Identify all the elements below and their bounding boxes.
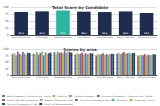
- svg-text:75: 75: [5, 12, 9, 16]
- svg-text:Functional Knowledge of Field: Functional Knowledge of Field: [80, 99, 110, 102]
- svg-text:0: 0: [7, 73, 9, 77]
- svg-text:83.4: 83.4: [81, 32, 87, 35]
- svg-text:75: 75: [5, 54, 9, 58]
- svg-text:Pablo Montague: Pablo Montague: [97, 76, 114, 79]
- svg-text:Greenwood Cosie: Greenwood Cosie: [54, 76, 72, 79]
- svg-text:Pablo Montague: Pablo Montague: [97, 36, 114, 39]
- svg-text:50: 50: [5, 60, 9, 64]
- svg-text:Relevant Experience in Role: Relevant Experience in Role: [45, 99, 74, 102]
- svg-text:Irwin Madson: Irwin Madson: [77, 36, 91, 39]
- svg-text:Robyn J. Bernado: Robyn J. Bernado: [117, 36, 135, 39]
- svg-text:100: 100: [3, 47, 9, 51]
- svg-text:25: 25: [5, 26, 9, 30]
- svg-text:CJ Millington: CJ Millington: [36, 76, 49, 79]
- svg-text:Bernardo Brandao: Bernardo Brandao: [12, 36, 31, 39]
- svg-text:Whitmore Swamp: Whitmore Swamp: [138, 36, 156, 39]
- svg-text:0: 0: [7, 33, 9, 37]
- svg-text:Total Score by Candidate: Total Score by Candidate: [52, 5, 108, 10]
- svg-text:Irwin Madson: Irwin Madson: [77, 76, 91, 79]
- svg-text:Scores by area: Scores by area: [63, 47, 97, 52]
- svg-text:Situational Judgment: Situational Judgment: [74, 95, 95, 98]
- svg-text:84.2: 84.2: [123, 32, 129, 35]
- svg-text:25: 25: [5, 67, 9, 71]
- svg-text:87.1: 87.1: [60, 32, 66, 35]
- svg-text:78.5: 78.5: [144, 32, 150, 35]
- svg-text:Situational Competency / Commu: Situational Competency / Communication -…: [102, 95, 154, 98]
- svg-text:Value of Total Work Experience: Value of Total Work Experience: [7, 99, 39, 102]
- svg-text:Bernardo Brandao: Bernardo Brandao: [12, 76, 31, 79]
- svg-text:81.9: 81.9: [102, 32, 108, 35]
- svg-text:CJ Millington: CJ Millington: [36, 36, 49, 39]
- svg-text:Technical Competency of Field: Technical Competency of Field: [7, 103, 38, 106]
- svg-text:Whitmore Swamp: Whitmore Swamp: [138, 76, 156, 79]
- svg-text:Panel Final Recommendation: Panel Final Recommendation: [44, 103, 74, 106]
- svg-text:100: 100: [3, 5, 9, 9]
- svg-text:Personality: Personality: [117, 99, 129, 102]
- svg-text:Assessment of Skills: Assessment of Skills: [135, 99, 155, 102]
- svg-text:Cognitive: Cognitive: [57, 95, 67, 98]
- svg-text:Area/Competency / Communicatio: Area/Competency / Communication - Verba: [7, 95, 51, 98]
- svg-text:Greenwood Cosie: Greenwood Cosie: [54, 36, 72, 39]
- svg-text:50: 50: [5, 19, 9, 23]
- svg-text:Robyn J. Bernado: Robyn J. Bernado: [117, 76, 135, 79]
- svg-text:84.5: 84.5: [40, 32, 46, 35]
- svg-text:82.3: 82.3: [19, 32, 25, 35]
